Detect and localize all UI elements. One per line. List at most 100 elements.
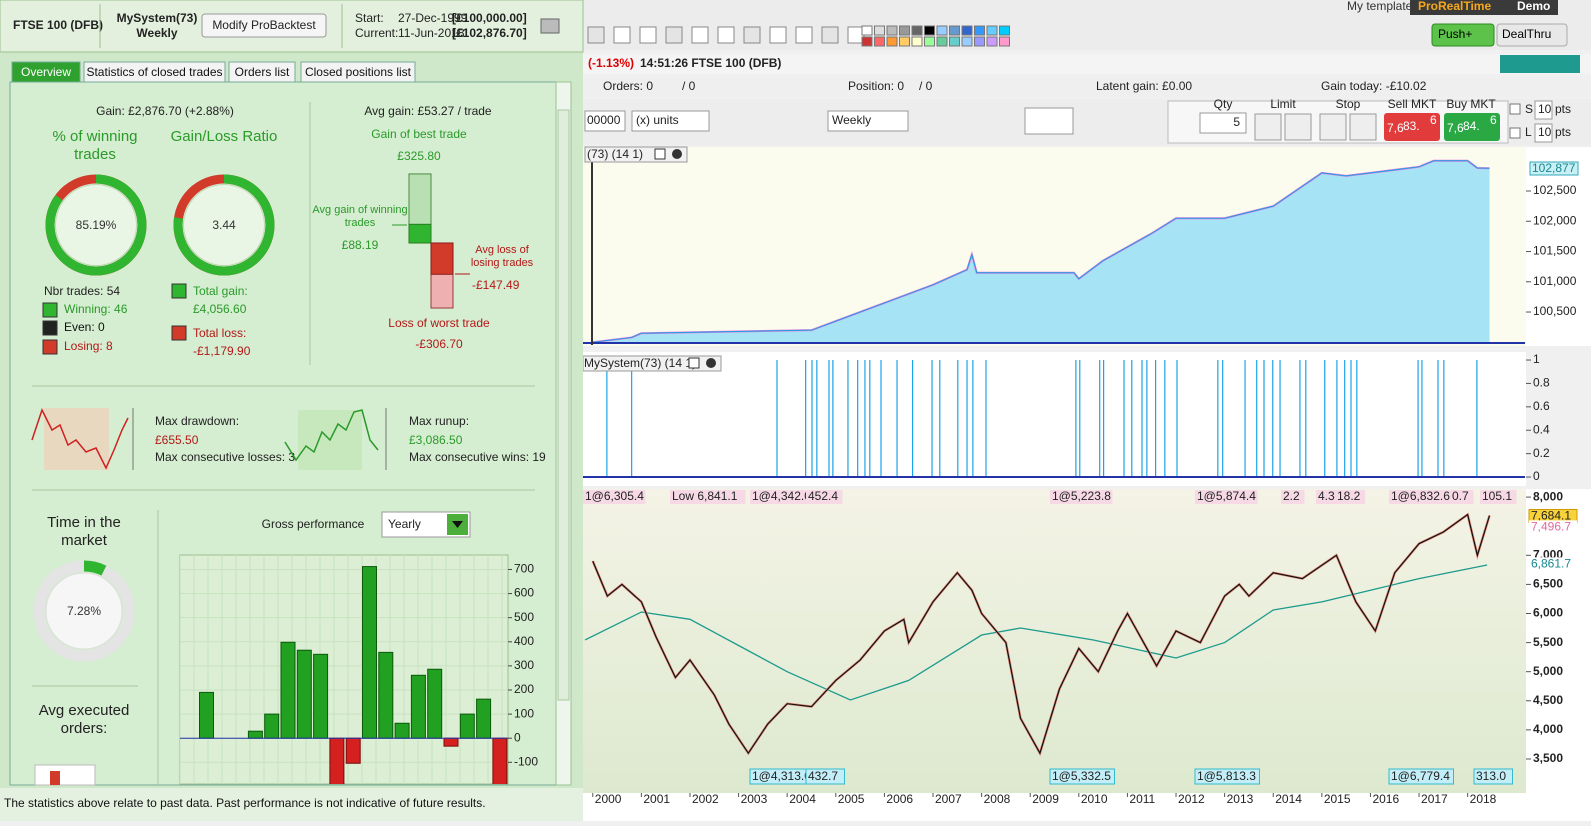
palette-swatch[interactable] (924, 36, 935, 47)
push-button[interactable] (1431, 23, 1495, 47)
label: -£306.70 (415, 337, 463, 351)
label: Weekly (136, 26, 177, 40)
palette-swatch[interactable] (949, 36, 960, 47)
label[interactable]: 83. (1403, 119, 1420, 133)
bar (247, 730, 263, 739)
legend-swatch (42, 339, 58, 355)
label[interactable]: 7,6 (1447, 121, 1464, 135)
tool-icon[interactable] (743, 26, 761, 44)
text-box: Avg gain of winning trades (312, 204, 407, 229)
palette-swatch[interactable] (886, 25, 898, 36)
order-type-button[interactable] (1254, 113, 1282, 141)
label[interactable]: Weekly (832, 113, 871, 127)
palette-swatch[interactable] (999, 36, 1010, 47)
palette-swatch[interactable] (986, 36, 998, 47)
units-select[interactable] (631, 110, 710, 132)
palette-swatch[interactable] (911, 36, 923, 47)
x-tick-label: 2016 (1372, 792, 1399, 806)
checkbox[interactable] (1509, 127, 1521, 139)
tool-icon[interactable] (821, 26, 839, 44)
palette-swatch[interactable] (861, 36, 873, 47)
palette-swatch[interactable] (961, 25, 973, 36)
qty-input[interactable] (1199, 112, 1247, 134)
tool-icon[interactable] (587, 26, 605, 44)
label[interactable]: Closed positions list (305, 65, 412, 79)
label[interactable]: 00000 (587, 113, 621, 127)
x-tick-label: 2004 (789, 792, 816, 806)
panel-button[interactable] (688, 357, 700, 369)
palette-swatch[interactable] (974, 25, 985, 36)
palette-swatch[interactable] (874, 36, 885, 47)
palette-swatch[interactable] (899, 25, 910, 36)
palette-swatch[interactable] (949, 25, 960, 36)
palette-swatch[interactable] (974, 36, 985, 47)
label[interactable]: 6 (1490, 113, 1497, 127)
panel-button[interactable] (654, 148, 666, 160)
palette-swatch[interactable] (874, 25, 885, 36)
dealthru-button[interactable] (1496, 23, 1568, 47)
tool-icon[interactable] (717, 26, 735, 44)
label[interactable]: 6 (1430, 113, 1437, 127)
pts-input[interactable] (1534, 123, 1553, 143)
label: 10 (1538, 125, 1552, 139)
label: 11-Jun-2018 (398, 26, 465, 40)
modify-button[interactable] (201, 13, 327, 38)
label[interactable]: DealThru (1502, 27, 1551, 41)
x-tick-label: 2008 (984, 792, 1011, 806)
label[interactable]: 5 (1233, 115, 1240, 129)
signal-tag-label: 0.7 (1452, 489, 1469, 503)
signal-tag (806, 490, 843, 504)
bar (329, 737, 345, 784)
buy-button[interactable] (1444, 113, 1500, 141)
tool-icon[interactable] (665, 26, 683, 44)
close-button[interactable] (706, 358, 716, 368)
label[interactable]: Orders list (235, 65, 290, 79)
y-tick-label: 0.2 (1533, 446, 1550, 460)
sell-button[interactable] (1384, 113, 1440, 141)
order-type-button[interactable] (1349, 113, 1377, 141)
label[interactable]: 7,6 (1387, 121, 1404, 135)
label[interactable]: 84. (1463, 119, 1480, 133)
palette-swatch[interactable] (999, 25, 1010, 36)
bar (443, 737, 459, 747)
close-button[interactable] (672, 149, 682, 159)
pts-input[interactable] (1534, 100, 1553, 120)
tool-icon[interactable] (691, 26, 709, 44)
palette-swatch[interactable] (911, 25, 923, 36)
y-tick-label: 102,000 (1533, 213, 1577, 227)
label[interactable]: Modify ProBacktest (212, 18, 316, 32)
label: 10 (1538, 102, 1552, 116)
print-icon[interactable] (540, 18, 560, 34)
scroll-thumb[interactable] (557, 109, 570, 701)
palette-swatch[interactable] (961, 36, 973, 47)
period-select[interactable] (827, 110, 909, 132)
checkbox[interactable] (1509, 103, 1521, 115)
palette-swatch[interactable] (936, 25, 948, 36)
tool-icon[interactable] (613, 26, 631, 44)
palette-swatch[interactable] (861, 25, 873, 36)
tool-icon[interactable] (795, 26, 813, 44)
label[interactable]: Overview (21, 65, 71, 79)
palette-swatch[interactable] (899, 36, 910, 47)
label[interactable]: (x) units (636, 113, 679, 127)
tool-icon[interactable] (639, 26, 657, 44)
label[interactable]: Statistics of closed trades (86, 65, 222, 79)
label[interactable]: Yearly (388, 517, 421, 531)
y-tick-label: 0.4 (1533, 422, 1550, 436)
order-type-button[interactable] (1319, 113, 1347, 141)
order-type-button[interactable] (1284, 113, 1312, 141)
label: Gain of best trade (371, 127, 467, 141)
palette-swatch[interactable] (936, 36, 948, 47)
signal-tag (1049, 768, 1115, 785)
price-tag (1529, 557, 1577, 571)
amount-input[interactable] (584, 110, 626, 132)
label[interactable]: Push+ (1438, 27, 1472, 41)
x-axis (583, 793, 1591, 821)
palette-swatch[interactable] (986, 25, 998, 36)
tool-icon[interactable] (769, 26, 787, 44)
palette-swatch[interactable] (886, 36, 898, 47)
label: FTSE 100 (DFB) (13, 18, 103, 32)
palette-swatch[interactable] (924, 25, 935, 36)
signal-tag-label: 4.3 (1318, 489, 1335, 503)
indicator-button[interactable] (1024, 107, 1074, 135)
